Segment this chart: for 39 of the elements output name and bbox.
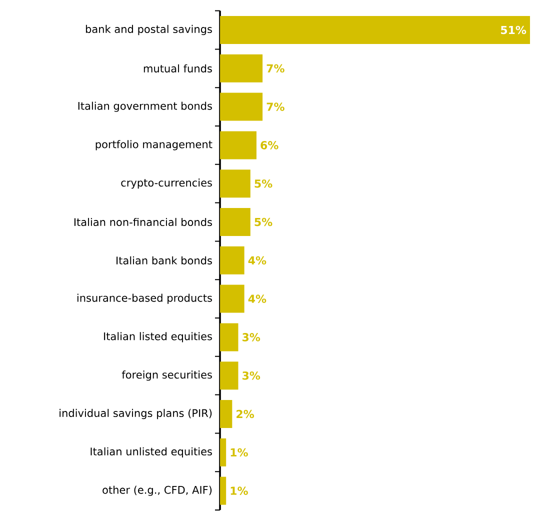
data-label: 4%	[248, 294, 266, 304]
data-label: 5%	[254, 218, 272, 226]
bar	[220, 323, 238, 352]
data-label: 5%	[254, 179, 272, 188]
y-tick-label: crypto-currencies	[121, 178, 212, 189]
data-label: 2%	[236, 410, 254, 418]
y-tick-label: bank and postal savings	[86, 24, 212, 36]
bar	[220, 362, 238, 390]
y-tick-label: foreign securities	[122, 370, 212, 381]
data-label: 4%	[248, 256, 266, 265]
bar	[220, 170, 250, 198]
y-tick-label: other (e.g., CFD, AIF)	[102, 486, 212, 496]
y-tick-label: mutual funds	[144, 64, 212, 72]
bar	[220, 131, 256, 160]
bar	[220, 54, 263, 82]
data-label: 3%	[242, 333, 260, 342]
y-tick-label: portfolio management	[96, 140, 212, 150]
data-label: 3%	[242, 371, 260, 380]
y-tick-label: Italian listed equities	[104, 332, 212, 342]
bar	[220, 16, 530, 44]
y-tick-label: Italian unlisted equities	[90, 447, 212, 458]
bar	[220, 284, 244, 313]
y-tick-label: Italian government bonds	[78, 102, 212, 112]
bar	[220, 208, 250, 236]
y-tick-label: insurance-based products	[77, 294, 212, 304]
bar	[220, 92, 263, 121]
y-tick-label: individual savings plans (PIR)	[60, 408, 212, 420]
bar	[220, 476, 226, 505]
bar	[220, 400, 232, 428]
y-tick-label: Italian bank bonds	[116, 256, 212, 264]
data-label: 51%	[500, 26, 526, 34]
data-label: 7%	[266, 64, 284, 73]
y-tick-label: Italian non-financial bonds	[74, 218, 212, 226]
bar	[220, 438, 226, 466]
data-label: 6%	[260, 141, 278, 150]
data-label: 1%	[230, 486, 248, 496]
data-label: 1%	[230, 448, 248, 457]
data-label: 7%	[266, 102, 284, 112]
bar	[220, 246, 244, 274]
